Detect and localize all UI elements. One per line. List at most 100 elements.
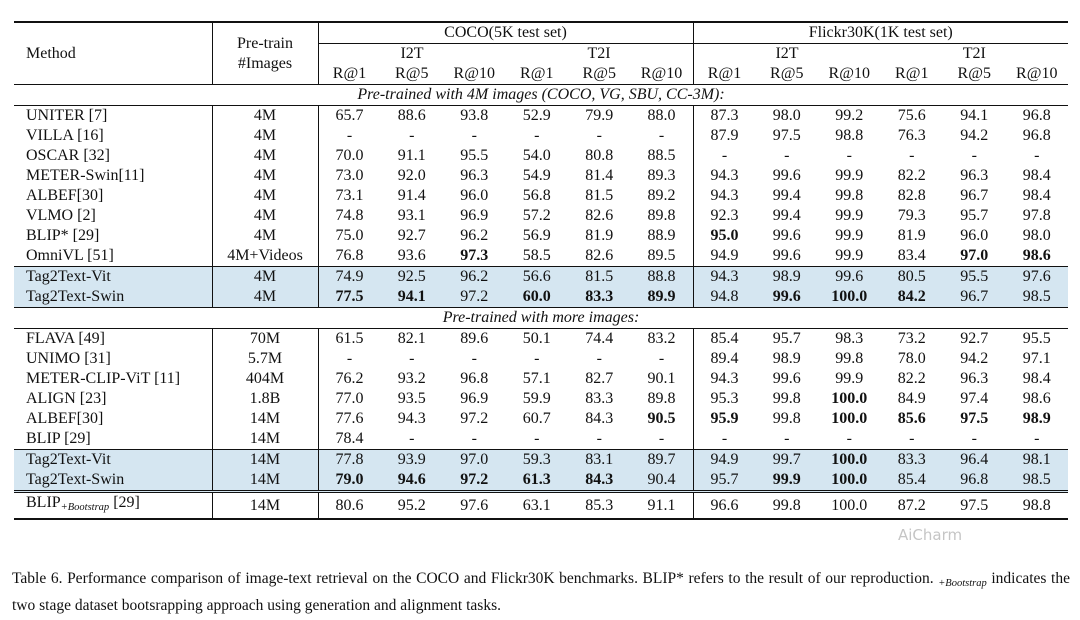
score-cell: - bbox=[471, 127, 477, 144]
score-cell: 59.9 bbox=[522, 390, 551, 407]
score-cell: 94.9 bbox=[693, 449, 756, 470]
score-cell: 94.6 bbox=[397, 471, 426, 488]
score-cell: 95.5 bbox=[943, 266, 1006, 287]
method-name: ALBEF[30] bbox=[14, 409, 213, 429]
score-cell: 59.3 bbox=[505, 449, 568, 470]
score-cell: 74.9 bbox=[318, 266, 381, 287]
score-cell: 99.9 bbox=[835, 167, 864, 184]
score-cell: 90.1 bbox=[630, 369, 694, 389]
score-cell: 95.7 bbox=[755, 328, 818, 349]
method-name: BLIP* [29] bbox=[14, 226, 213, 246]
final-method-subscript: +Bootstrap bbox=[60, 502, 110, 513]
score-cell: 99.9 bbox=[835, 227, 864, 244]
score-cell: - bbox=[409, 350, 415, 367]
score-cell: 76.3 bbox=[897, 127, 926, 144]
score-cell: 54.9 bbox=[522, 167, 551, 184]
score-cell: 88.0 bbox=[630, 105, 694, 126]
pretrain-images: 14M bbox=[212, 429, 319, 450]
score-cell: 100.0 bbox=[818, 490, 881, 520]
score-cell: - bbox=[909, 147, 915, 164]
score-cell: 96.3 bbox=[960, 370, 989, 387]
score-cell: 97.2 bbox=[460, 288, 489, 305]
score-cell: 57.1 bbox=[522, 370, 551, 387]
score-cell: 88.6 bbox=[380, 105, 443, 126]
score-cell: - bbox=[596, 350, 602, 367]
pretrain-images: 14M bbox=[212, 409, 319, 429]
score-cell: 96.3 bbox=[460, 167, 489, 184]
score-cell: 99.8 bbox=[835, 187, 864, 204]
pretrain-images: 4M bbox=[212, 105, 319, 126]
metric-header: R@5 bbox=[395, 65, 429, 82]
score-cell: 61.5 bbox=[318, 328, 381, 349]
score-cell: 99.6 bbox=[818, 266, 881, 287]
score-cell: 92.0 bbox=[397, 167, 426, 184]
score-cell: 98.8 bbox=[1005, 490, 1069, 520]
table-row: UNIMO [31] 5.7M - - - - - -89.4 98.9 99.8 78.0 94.2… bbox=[14, 349, 1068, 369]
score-cell: 99.4 bbox=[772, 207, 801, 224]
table-row: Tag2Text-Swin 4M 77.5 94.1 97.2 60.0 83.3 89.9 9… bbox=[14, 287, 1069, 308]
score-cell: - bbox=[534, 430, 540, 447]
score-cell: 98.5 bbox=[1022, 471, 1051, 488]
method-name: Tag2Text-Swin bbox=[14, 287, 213, 308]
score-cell: 70.0 bbox=[335, 147, 364, 164]
score-cell: 88.5 bbox=[630, 146, 694, 166]
method-name: METER-CLIP-ViT [11] bbox=[14, 369, 213, 389]
pretrain-images: 14M bbox=[212, 449, 319, 470]
method-name: VILLA [16] bbox=[14, 126, 213, 146]
score-cell: 89.8 bbox=[630, 389, 694, 409]
score-cell: 92.7 bbox=[397, 227, 426, 244]
score-cell: 98.9 bbox=[755, 266, 818, 287]
pretrain-images: 4M+Videos bbox=[212, 246, 319, 267]
pretrain-images: 5.7M bbox=[212, 349, 319, 369]
table-row: ALBEF[30] 14M 77.6 94.3 97.2 60.7 84.3 90.5 95.9… bbox=[14, 409, 1068, 429]
score-cell: 98.3 bbox=[818, 328, 881, 349]
method-name: Tag2Text-Vit bbox=[14, 266, 213, 287]
score-cell: 65.7 bbox=[318, 105, 381, 126]
score-cell: 98.5 bbox=[1022, 288, 1051, 305]
score-cell: - bbox=[630, 126, 694, 146]
metric-header: R@10 bbox=[453, 65, 495, 82]
score-cell: 85.4 bbox=[693, 328, 756, 349]
score-cell: 100.0 bbox=[831, 471, 868, 488]
score-cell: 80.6 bbox=[318, 490, 381, 520]
score-cell: 100.0 bbox=[831, 390, 868, 407]
score-cell: 73.0 bbox=[335, 167, 364, 184]
metric-header: R@5 bbox=[770, 65, 804, 82]
score-cell: 89.9 bbox=[630, 287, 694, 308]
table-row: ALBEF[30] 4M 73.1 91.4 96.0 56.8 81.5 89.2 94.3 9… bbox=[14, 186, 1068, 206]
score-cell: 94.3 bbox=[693, 266, 756, 287]
score-cell: 73.1 bbox=[335, 187, 364, 204]
score-cell: 58.5 bbox=[522, 247, 551, 264]
method-name: Tag2Text-Swin bbox=[14, 470, 213, 492]
score-cell: 97.2 bbox=[460, 471, 489, 488]
score-cell: 96.2 bbox=[443, 266, 506, 287]
score-cell: 91.1 bbox=[397, 147, 426, 164]
score-cell: 89.5 bbox=[630, 246, 694, 267]
table-row: METER-Swin[11] 4M 73.0 92.0 96.3 54.9 81.4 89.3… bbox=[14, 166, 1068, 186]
final-method-ref: [29] bbox=[109, 494, 140, 511]
pretrain-images: 14M bbox=[212, 470, 319, 492]
metric-header: R@5 bbox=[582, 65, 616, 82]
metric-header: R@1 bbox=[332, 65, 367, 82]
score-cell: - bbox=[471, 350, 477, 367]
score-cell: 81.9 bbox=[897, 227, 926, 244]
score-cell: 97.5 bbox=[960, 410, 989, 427]
score-cell: 96.8 bbox=[1005, 105, 1069, 126]
score-cell: 79.9 bbox=[568, 105, 631, 126]
score-cell: - bbox=[721, 147, 728, 164]
score-cell: 93.9 bbox=[380, 449, 443, 470]
score-cell: - bbox=[971, 430, 977, 447]
score-cell: 82.2 bbox=[897, 167, 926, 184]
method-name: OSCAR [32] bbox=[14, 146, 213, 166]
table-row: ALIGN [23] 1.8B 77.0 93.5 96.9 59.9 83.3 89.8 95… bbox=[14, 389, 1068, 409]
score-cell: 50.1 bbox=[505, 328, 568, 349]
table-row: UNITER [7] 4M 65.7 88.6 93.8 52.9 79.9 88.0 87.3… bbox=[14, 105, 1069, 126]
section-title: Pre-trained with 4M images (COCO, VG, SB… bbox=[14, 84, 1069, 106]
score-cell: 98.9 bbox=[772, 350, 801, 367]
score-cell: 56.9 bbox=[522, 227, 551, 244]
table-row: VILLA [16] 4M - - - - - -87.9 97.5 98.8 76.3 94.2 96… bbox=[14, 126, 1068, 146]
score-cell: 83.3 bbox=[585, 288, 614, 305]
pretrain-images: 4M bbox=[212, 146, 319, 166]
score-cell: 83.1 bbox=[568, 449, 631, 470]
method-name: ALBEF[30] bbox=[14, 186, 213, 206]
